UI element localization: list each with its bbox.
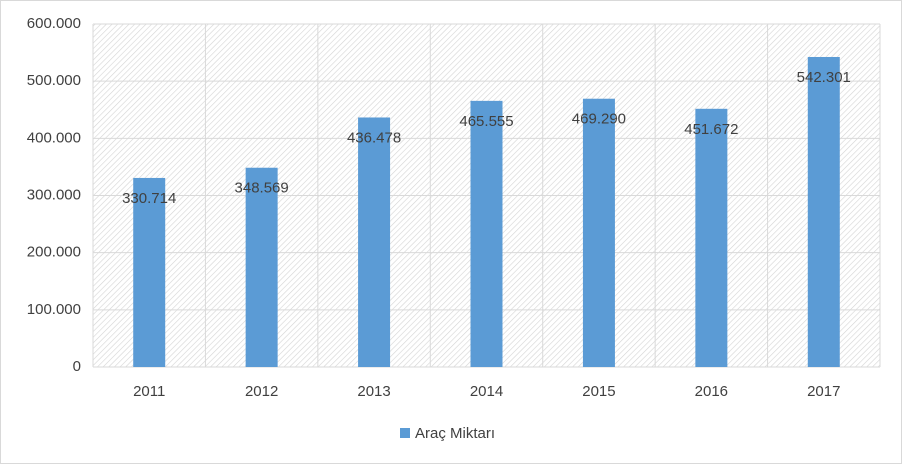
data-label: 465.555 — [459, 113, 513, 130]
bar — [695, 108, 728, 367]
data-label: 348.569 — [235, 180, 289, 197]
legend-label: Araç Miktarı — [415, 425, 495, 442]
x-tick-label: 2012 — [245, 383, 278, 400]
x-tick-label: 2013 — [357, 383, 390, 400]
bar — [133, 177, 166, 367]
y-tick-label: 600.000 — [27, 15, 81, 32]
data-label: 330.714 — [122, 190, 176, 207]
bar — [245, 167, 278, 367]
bar — [582, 98, 615, 368]
y-tick-label: 0 — [73, 358, 81, 375]
data-label: 542.301 — [797, 69, 851, 86]
x-tick-label: 2016 — [695, 383, 728, 400]
data-label: 451.672 — [684, 121, 738, 138]
data-label: 436.478 — [347, 129, 401, 146]
y-tick-label: 100.000 — [27, 301, 81, 318]
bar — [807, 56, 840, 368]
x-tick-label: 2017 — [807, 383, 840, 400]
y-tick-label: 400.000 — [27, 129, 81, 146]
x-tick-label: 2015 — [582, 383, 615, 400]
bar — [470, 100, 503, 367]
x-tick-label: 2014 — [470, 383, 503, 400]
legend-swatch — [400, 428, 410, 438]
data-label: 469.290 — [572, 111, 626, 128]
x-tick-label: 2011 — [133, 383, 165, 400]
y-tick-label: 300.000 — [27, 186, 81, 203]
y-tick-label: 200.000 — [27, 244, 81, 261]
y-tick-label: 500.000 — [27, 72, 81, 89]
bar — [358, 117, 391, 368]
